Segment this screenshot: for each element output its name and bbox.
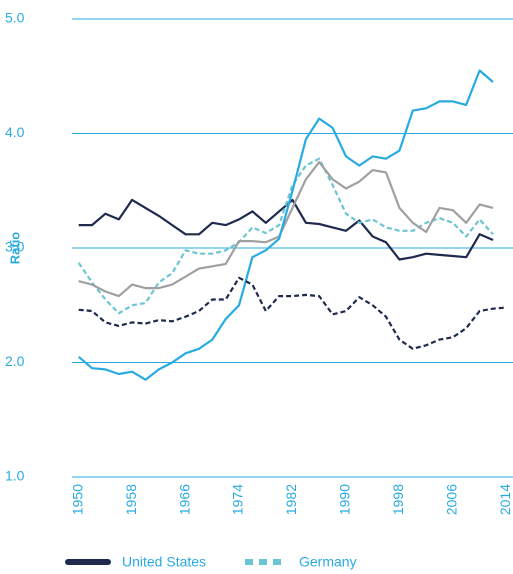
x-tick-label: 1950 — [69, 484, 85, 515]
x-tick-label: 1982 — [283, 484, 299, 515]
series-line — [78, 161, 494, 298]
y-tick-label: 3.0 — [5, 239, 25, 255]
y-axis-label: Ratio — [7, 232, 22, 265]
series-line — [77, 69, 494, 381]
x-tick-label: 1966 — [176, 484, 192, 515]
y-tick-label: 5.0 — [5, 10, 25, 26]
series-line — [78, 276, 507, 350]
legend-label: Germany — [299, 554, 357, 570]
x-tick-label: 1974 — [230, 484, 246, 515]
y-tick-label: 1.0 — [5, 468, 25, 484]
x-tick-label: 1958 — [123, 484, 139, 515]
y-tick-label: 2.0 — [5, 353, 25, 369]
legend-label: United States — [122, 554, 206, 570]
y-tick-label: 4.0 — [5, 124, 25, 140]
series-line — [77, 157, 494, 315]
x-tick-label: 2014 — [497, 484, 513, 515]
series-line — [78, 198, 494, 261]
x-tick-label: 2006 — [444, 484, 460, 515]
x-tick-label: 1990 — [337, 484, 353, 515]
x-tick-label: 1998 — [390, 484, 406, 515]
